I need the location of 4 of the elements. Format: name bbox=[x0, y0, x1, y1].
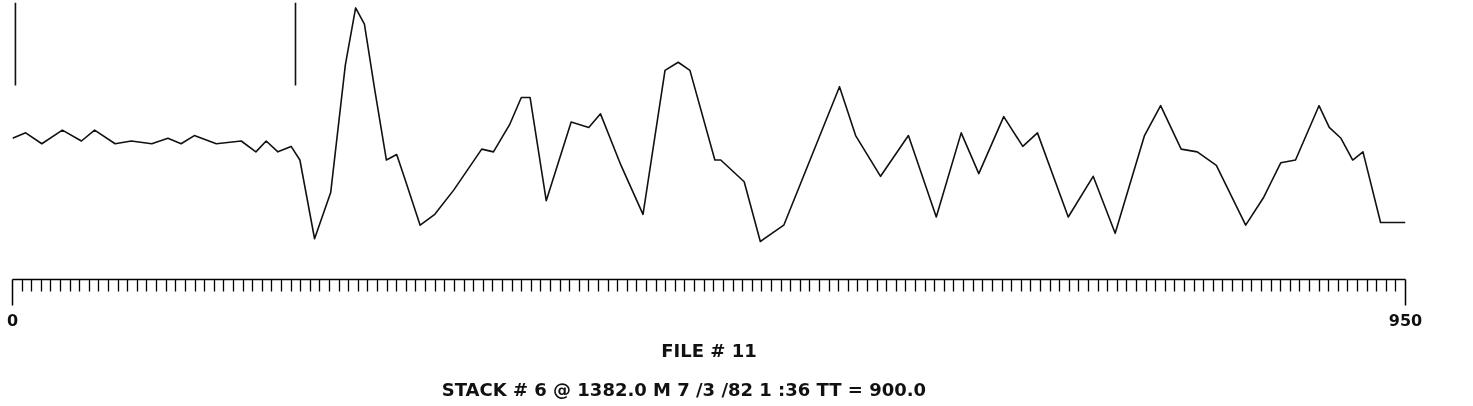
text: STACK # 6 @ 1382.0 M 7 /3 /82 1 :36 TT = 900.0 bbox=[441, 378, 927, 400]
x-tick-label: 950 bbox=[1388, 310, 1423, 330]
x-tick-label: 0 bbox=[6, 310, 19, 330]
text: FILE # 11 bbox=[661, 339, 757, 361]
